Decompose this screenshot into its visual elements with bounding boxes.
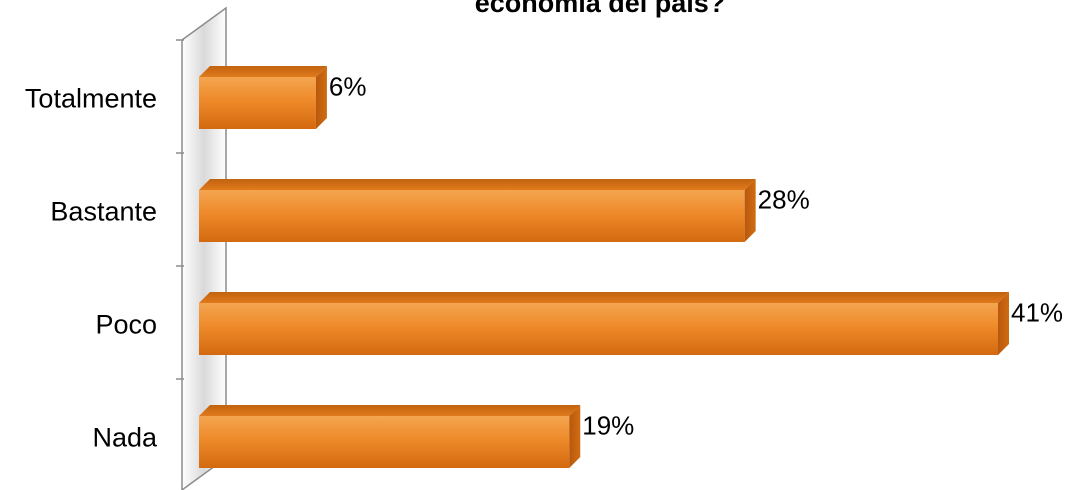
bar-side-face — [744, 179, 756, 242]
bar-front-face — [199, 416, 570, 468]
labels-layer: Totalmente 6% Bastante 28% Poco 41% Nada 19% — [25, 72, 1063, 453]
category-label: Nada — [92, 423, 158, 453]
bar-totalmente — [199, 66, 327, 129]
chart-title: economía del país? — [475, 0, 726, 18]
bars-layer — [199, 66, 1009, 468]
bar-bastante — [199, 179, 756, 242]
bar-side-face — [569, 405, 581, 468]
bar-front-face — [199, 303, 998, 355]
category-label: Bastante — [50, 197, 157, 227]
bar-front-face — [199, 190, 745, 242]
category-label: Totalmente — [25, 84, 157, 114]
bar-side-face — [315, 66, 327, 129]
bar-top-face — [199, 292, 1009, 303]
data-label: 19% — [582, 411, 634, 441]
axis-ticks — [176, 39, 184, 380]
bar-front-face — [199, 77, 316, 129]
bar-nada — [199, 405, 581, 468]
bar-side-face — [998, 292, 1009, 355]
data-label: 6% — [329, 72, 367, 102]
category-label: Poco — [95, 310, 157, 340]
bar-top-face — [199, 66, 327, 77]
data-label: 28% — [758, 185, 810, 215]
bar-top-face — [199, 179, 756, 190]
bar-top-face — [199, 405, 581, 416]
data-label: 41% — [1011, 298, 1063, 328]
bar-poco — [199, 292, 1009, 355]
